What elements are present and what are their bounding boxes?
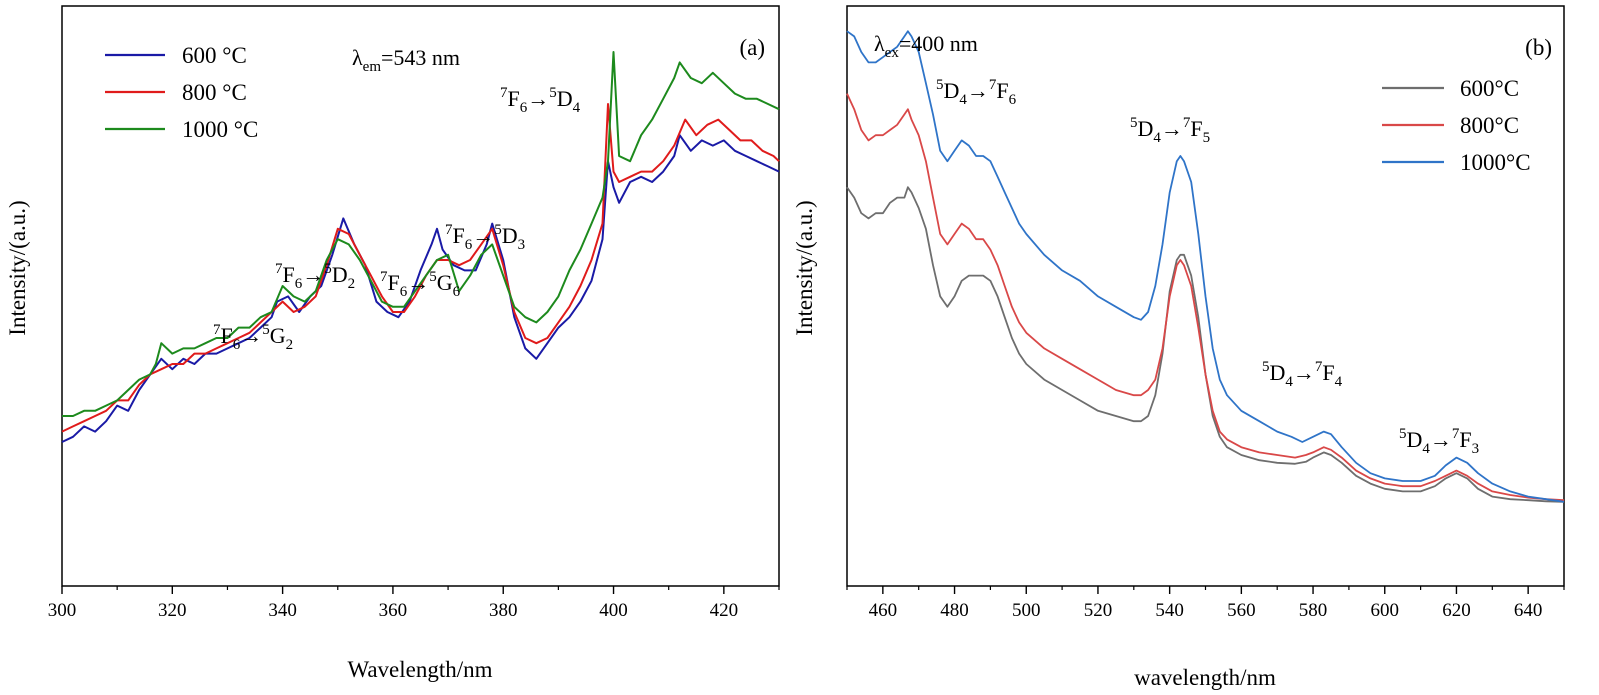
panel-b-x-axis-title: wavelength/nm: [1134, 665, 1276, 690]
panel-a-lambda-em: λem=543 nm: [352, 45, 460, 75]
panel-a-x-tick-label: 360: [379, 600, 408, 621]
panel-a-x-tick-label: 420: [710, 600, 739, 621]
panel-b-x-tick-label: 620: [1442, 600, 1471, 621]
panel-a-legend-label-1000: 1000 °C: [182, 117, 258, 142]
panel-a-x-axis-title: Wavelength/nm: [347, 657, 492, 682]
panel-b-series-group: [846, 30, 1565, 503]
panel-b-y-axis-title: Intensity/(a.u.): [792, 200, 817, 335]
panel-b-series-line-3: [846, 30, 1565, 503]
panel-a: 300 320 340 360 380 400 420 Wavelength/nm Inte…: [5, 5, 780, 682]
panel-b-x-tick-label: 540: [1155, 600, 1184, 621]
panel-b-annotation-5d4-7f4: 5D4→7F4: [1262, 359, 1343, 390]
panel-a-annotation-7f6-5d3: 7F6→5D3: [445, 222, 525, 253]
panel-a-legend-label-800: 800 °C: [182, 80, 247, 105]
panel-a-frame: [61, 5, 780, 587]
panel-b-annotation-5d4-7f3: 5D4→7F3: [1399, 426, 1479, 457]
panel-a-x-tick-label: 320: [158, 600, 187, 621]
panel-a-annotation-7f6-5d4: 7F6→5D4: [500, 85, 581, 116]
panel-a-series-group: [61, 51, 780, 443]
panel-b-annotation-5d4-7f6: 5D4→7F6: [936, 77, 1017, 108]
panel-b-x-tick-label: 580: [1299, 600, 1328, 621]
panel-a-x-tick-label: 380: [489, 600, 518, 621]
panel-b: 460 480 500 520 540 560 580 600 620 640 wavelengt…: [792, 5, 1565, 690]
panel-b-x-tick-label: 520: [1084, 600, 1113, 621]
panel-b-x-tick-label: 500: [1012, 600, 1041, 621]
panel-a-legend: 600 °C 800 °C 1000 °C: [105, 43, 258, 142]
panel-b-x-tick-label: 600: [1371, 600, 1400, 621]
panel-b-series-line-2: [846, 93, 1565, 502]
panel-b-x-tick-label: 460: [869, 600, 898, 621]
panel-b-tag: (b): [1525, 35, 1552, 60]
panel-b-lambda-ex: λex=400 nm: [874, 31, 978, 61]
panel-a-x-tick-label: 400: [599, 600, 628, 621]
panel-a-annotation-7f6-5g2: 7F6→5G2: [213, 322, 293, 353]
panel-a-y-axis-title: Intensity/(a.u.): [5, 200, 30, 335]
panel-a-x-axis: 300 320 340 360 380 400 420: [48, 586, 780, 621]
panel-a-annotation-7f6-5d2: 7F6→5D2: [275, 261, 355, 292]
panel-a-series-line-3: [62, 51, 780, 417]
panel-b-annotation-5d4-7f5: 5D4→7F5: [1130, 115, 1210, 146]
panel-a-x-tick-label: 300: [48, 600, 77, 621]
panel-a-x-tick-label: 340: [268, 600, 297, 621]
panel-b-series-line-1: [846, 186, 1565, 503]
panel-b-legend: 600°C 800°C 1000°C: [1382, 76, 1531, 175]
panel-a-series-line-1: [61, 134, 780, 443]
panel-b-legend-label-1000: 1000°C: [1460, 150, 1531, 175]
panel-b-x-axis: 460 480 500 520 540 560 580 600 620 640: [846, 586, 1565, 621]
panel-a-annotation-7f6-5g6: 7F6→5G6: [380, 269, 461, 300]
panel-b-legend-label-800: 800°C: [1460, 113, 1519, 138]
panel-a-series-line-2: [61, 103, 780, 433]
panel-b-x-tick-label: 480: [940, 600, 969, 621]
panel-a-tag: (a): [739, 35, 765, 60]
panel-a-legend-label-600: 600 °C: [182, 43, 247, 68]
panel-b-x-tick-label: 640: [1514, 600, 1543, 621]
panel-b-x-tick-label: 560: [1227, 600, 1256, 621]
panel-b-legend-label-600: 600°C: [1460, 76, 1519, 101]
